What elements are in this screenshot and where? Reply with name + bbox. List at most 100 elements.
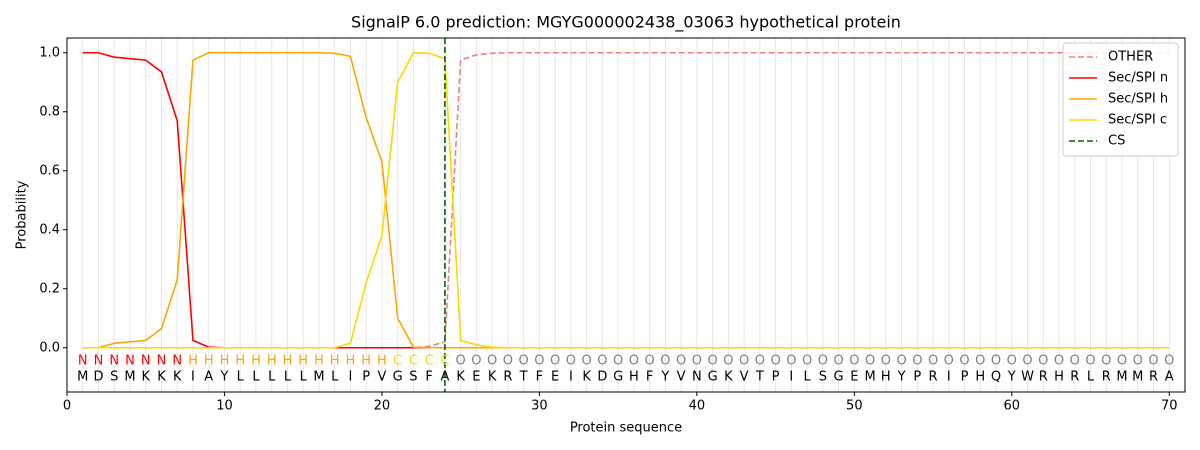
residue: P	[362, 370, 370, 385]
residue-label: O	[755, 354, 765, 369]
residue: L	[331, 370, 339, 385]
residue-label: H	[361, 354, 371, 369]
residue: E	[551, 370, 559, 385]
residue: I	[947, 370, 951, 385]
residue: S	[409, 370, 417, 385]
residue: M	[1116, 370, 1127, 385]
residue: E	[472, 370, 480, 385]
residue-label: H	[298, 354, 308, 369]
residue: V	[377, 370, 386, 385]
residue: W	[1021, 370, 1034, 385]
residue: V	[740, 370, 749, 385]
residue-label: H	[283, 354, 293, 369]
residue: M	[1132, 370, 1143, 385]
residue: I	[349, 370, 353, 385]
y-tick-label: 1.0	[39, 45, 60, 60]
residue: F	[646, 370, 653, 385]
x-tick-label: 0	[63, 399, 71, 414]
residue-label: O	[975, 354, 985, 369]
series-line	[82, 51, 1170, 349]
residue: M	[77, 370, 88, 385]
residue: G	[613, 370, 623, 385]
legend-label: Sec/SPI h	[1108, 92, 1168, 107]
residue-label: C	[409, 354, 418, 369]
x-tick-label: 20	[374, 399, 391, 414]
y-tick-label: 0.0	[39, 340, 60, 355]
residue: H	[975, 370, 985, 385]
y-axis-label: Probability	[15, 180, 30, 249]
residue-label: H	[314, 354, 324, 369]
residue-label: H	[346, 354, 356, 369]
residue-label: O	[1164, 354, 1174, 369]
x-tick-label: 50	[846, 399, 863, 414]
residue: I	[789, 370, 793, 385]
residue-label: H	[235, 354, 245, 369]
residue: L	[1087, 370, 1095, 385]
residue: D	[93, 370, 103, 385]
x-tick-label: 40	[689, 399, 706, 414]
residue: I	[569, 370, 573, 385]
residue-label: O	[503, 354, 513, 369]
residue-label: O	[645, 354, 655, 369]
legend-label: Sec/SPI n	[1108, 71, 1168, 86]
residue: G	[393, 370, 403, 385]
residue: Y	[219, 370, 228, 385]
series-line	[82, 51, 1170, 349]
residue-label: O	[802, 354, 812, 369]
residue-label: O	[896, 354, 906, 369]
residue: L	[284, 370, 292, 385]
residue-label: O	[456, 354, 466, 369]
y-tick-label: 0.6	[39, 163, 60, 178]
residue-label: O	[550, 354, 560, 369]
residue-label: C	[393, 354, 402, 369]
series-line	[82, 51, 1170, 349]
residue-label: O	[707, 354, 717, 369]
residue-label: N	[109, 354, 119, 369]
residue: R	[1102, 370, 1111, 385]
residue-label: O	[849, 354, 859, 369]
residue: K	[173, 370, 182, 385]
residue-label: H	[251, 354, 261, 369]
residue: H	[629, 370, 639, 385]
residue-label: O	[1133, 354, 1143, 369]
residue: M	[864, 370, 875, 385]
legend-label: Sec/SPI c	[1108, 113, 1167, 128]
residue-label: C	[440, 354, 449, 369]
residue-label: O	[1117, 354, 1127, 369]
residue-label: C	[425, 354, 434, 369]
residue-label: O	[582, 354, 592, 369]
residue: K	[456, 370, 465, 385]
residue-label: O	[692, 354, 702, 369]
residue-label: O	[613, 354, 623, 369]
residue: T	[519, 370, 528, 385]
residue: R	[503, 370, 512, 385]
residue: R	[929, 370, 938, 385]
residue-label: O	[1038, 354, 1048, 369]
residue: N	[692, 370, 702, 385]
x-axis-label: Protein sequence	[570, 421, 682, 436]
residue-label: N	[78, 354, 88, 369]
residue: K	[582, 370, 591, 385]
residue: G	[708, 370, 718, 385]
residue: V	[677, 370, 686, 385]
residue-label: O	[739, 354, 749, 369]
residue-label: O	[944, 354, 954, 369]
residue: P	[961, 370, 969, 385]
residue: F	[536, 370, 543, 385]
residue-label: O	[770, 354, 780, 369]
y-tick-label: 0.8	[39, 104, 60, 119]
residue-label: N	[94, 354, 104, 369]
residue: Y	[660, 370, 669, 385]
residue-label: O	[566, 354, 576, 369]
residue: R	[1149, 370, 1158, 385]
residue-label: O	[912, 354, 922, 369]
residue: S	[110, 370, 118, 385]
axes-frame	[66, 37, 1186, 393]
residue-label: O	[1101, 354, 1111, 369]
x-tick-label: 70	[1161, 399, 1178, 414]
residue-label: O	[1085, 354, 1095, 369]
y-tick-label: 0.4	[39, 222, 60, 237]
residue: D	[597, 370, 607, 385]
residue: K	[157, 370, 166, 385]
residue: Y	[897, 370, 906, 385]
